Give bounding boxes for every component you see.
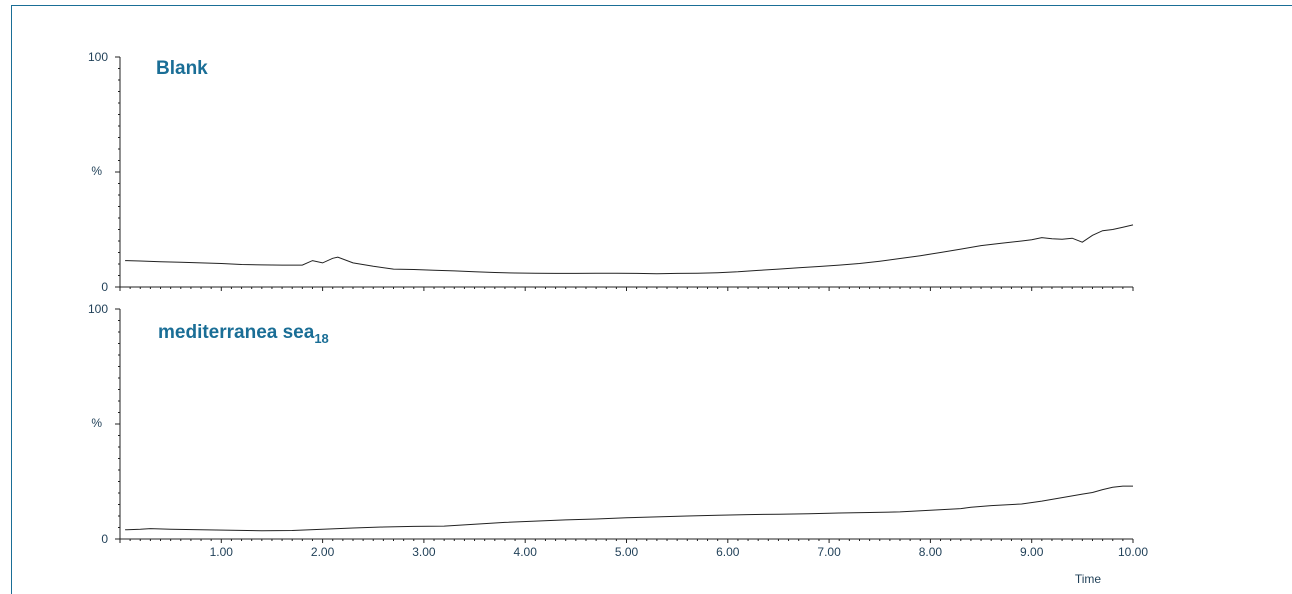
- panel-2-tick-marks: [115, 308, 1134, 543]
- chart-frame: [11, 5, 1292, 594]
- x-tick-label: 8.00: [919, 545, 943, 559]
- x-axis-label: Time: [1075, 572, 1102, 586]
- x-tick-label: 10.00: [1118, 545, 1148, 559]
- x-tick-label: 5.00: [615, 545, 639, 559]
- panel-2-y-tick-0: 0: [101, 532, 108, 546]
- x-tick-label: 2.00: [311, 545, 335, 559]
- x-tick-label: 6.00: [716, 545, 740, 559]
- panel-2-y-tick-100: 100: [88, 302, 108, 316]
- panel-1-y-tick-0: 0: [101, 280, 108, 294]
- panel-1-title: Blank: [156, 58, 208, 79]
- panel-blank: 100 % 0 Blank: [88, 50, 1134, 294]
- x-tick-labels: 1.00 2.00 3.00 4.00 5.00 6.00 7.00 8.00 9.00 10.0…: [210, 545, 1149, 559]
- x-tick-label: 7.00: [817, 545, 841, 559]
- panel-2-title: mediterranea sea18: [158, 322, 329, 346]
- panel-2-y-axis-label: %: [91, 416, 102, 430]
- panel-2-trace: [125, 485, 1133, 532]
- panel-1-y-tick-100: 100: [88, 50, 108, 64]
- panel-1-tick-marks: [115, 56, 1134, 291]
- x-tick-label: 9.00: [1020, 545, 1044, 559]
- panel-2-title-subscript: 18: [314, 331, 328, 346]
- x-tick-label: 4.00: [514, 545, 538, 559]
- panel-1-trace: [125, 224, 1134, 275]
- panel-1-y-axis-label: %: [91, 164, 102, 178]
- x-tick-label: 1.00: [210, 545, 234, 559]
- panel-mediterranea-sea: 100 % 0 mediterranea sea18 1.00 2.00 3.00 4…: [88, 302, 1148, 586]
- panel-2-title-main: mediterranea sea: [158, 322, 315, 343]
- x-tick-label: 3.00: [412, 545, 436, 559]
